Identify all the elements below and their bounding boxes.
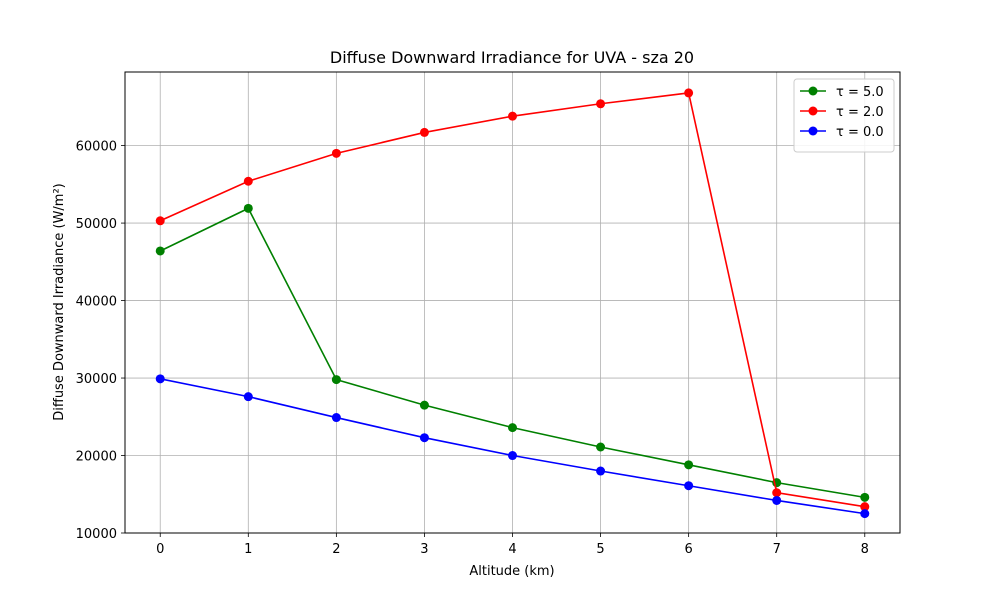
data-point [596, 99, 606, 109]
series-2 [155, 374, 870, 519]
data-point [419, 433, 429, 443]
x-tick-label: 1 [244, 542, 252, 557]
data-point [860, 502, 870, 512]
data-point [684, 481, 694, 491]
y-axis-label: Diffuse Downward Irradiance (W/m²) [52, 183, 67, 421]
data-point [331, 375, 341, 385]
y-tick-label: 10000 [76, 527, 117, 542]
y-tick-label: 60000 [76, 140, 117, 155]
legend-box [793, 78, 895, 153]
data-point [155, 374, 165, 384]
x-tick-label: 5 [596, 542, 604, 557]
data-point [684, 88, 694, 98]
data-point [419, 127, 429, 137]
data-point [243, 203, 253, 213]
x-axis-ticks: 0 1 2 3 4 5 6 7 8 [156, 533, 869, 557]
data-point [508, 423, 517, 433]
data-point [508, 111, 517, 121]
legend-marker [808, 126, 818, 136]
data-point [596, 442, 606, 452]
y-tick-label: 50000 [76, 217, 117, 232]
x-tick-label: 0 [156, 542, 164, 557]
data-point [331, 148, 341, 158]
data-point [155, 216, 165, 226]
y-axis-ticks: 10000 20000 30000 40000 50000 60000 [76, 140, 125, 542]
legend-label: τ = 2.0 [836, 105, 884, 120]
legend-label: τ = 0.0 [836, 125, 884, 140]
data-point [684, 460, 694, 470]
series-0 [155, 203, 870, 502]
y-tick-label: 30000 [76, 372, 117, 387]
x-tick-label: 6 [684, 542, 692, 557]
x-tick-label: 7 [773, 542, 781, 557]
x-axis-label: Altitude (km) [469, 564, 554, 579]
data-point [772, 488, 782, 498]
legend-item: τ = 2.0 [800, 105, 884, 120]
data-point [860, 509, 870, 519]
legend-marker [808, 86, 818, 96]
y-tick-label: 40000 [76, 295, 117, 310]
data-point [419, 400, 429, 410]
data-point [155, 246, 165, 256]
series-1 [155, 88, 870, 512]
legend: τ = 5.0 τ = 2.0 τ = 0.0 [793, 78, 895, 153]
data-point [243, 176, 253, 186]
y-tick-label: 20000 [76, 450, 117, 465]
x-tick-label: 2 [332, 542, 340, 557]
data-point [508, 451, 517, 461]
legend-label: τ = 5.0 [836, 85, 884, 100]
series-group [155, 88, 870, 519]
data-point [860, 492, 870, 502]
legend-item: τ = 0.0 [800, 125, 884, 140]
legend-marker [808, 106, 818, 116]
data-point [331, 413, 341, 423]
data-point [772, 495, 782, 505]
x-tick-label: 3 [420, 542, 428, 557]
chart-title: Diffuse Downward Irradiance for UVA - sz… [330, 48, 694, 67]
data-point [596, 466, 606, 476]
legend-item: τ = 5.0 [800, 85, 884, 100]
data-point [243, 392, 253, 402]
x-tick-label: 4 [508, 542, 516, 557]
x-tick-label: 8 [861, 542, 869, 557]
